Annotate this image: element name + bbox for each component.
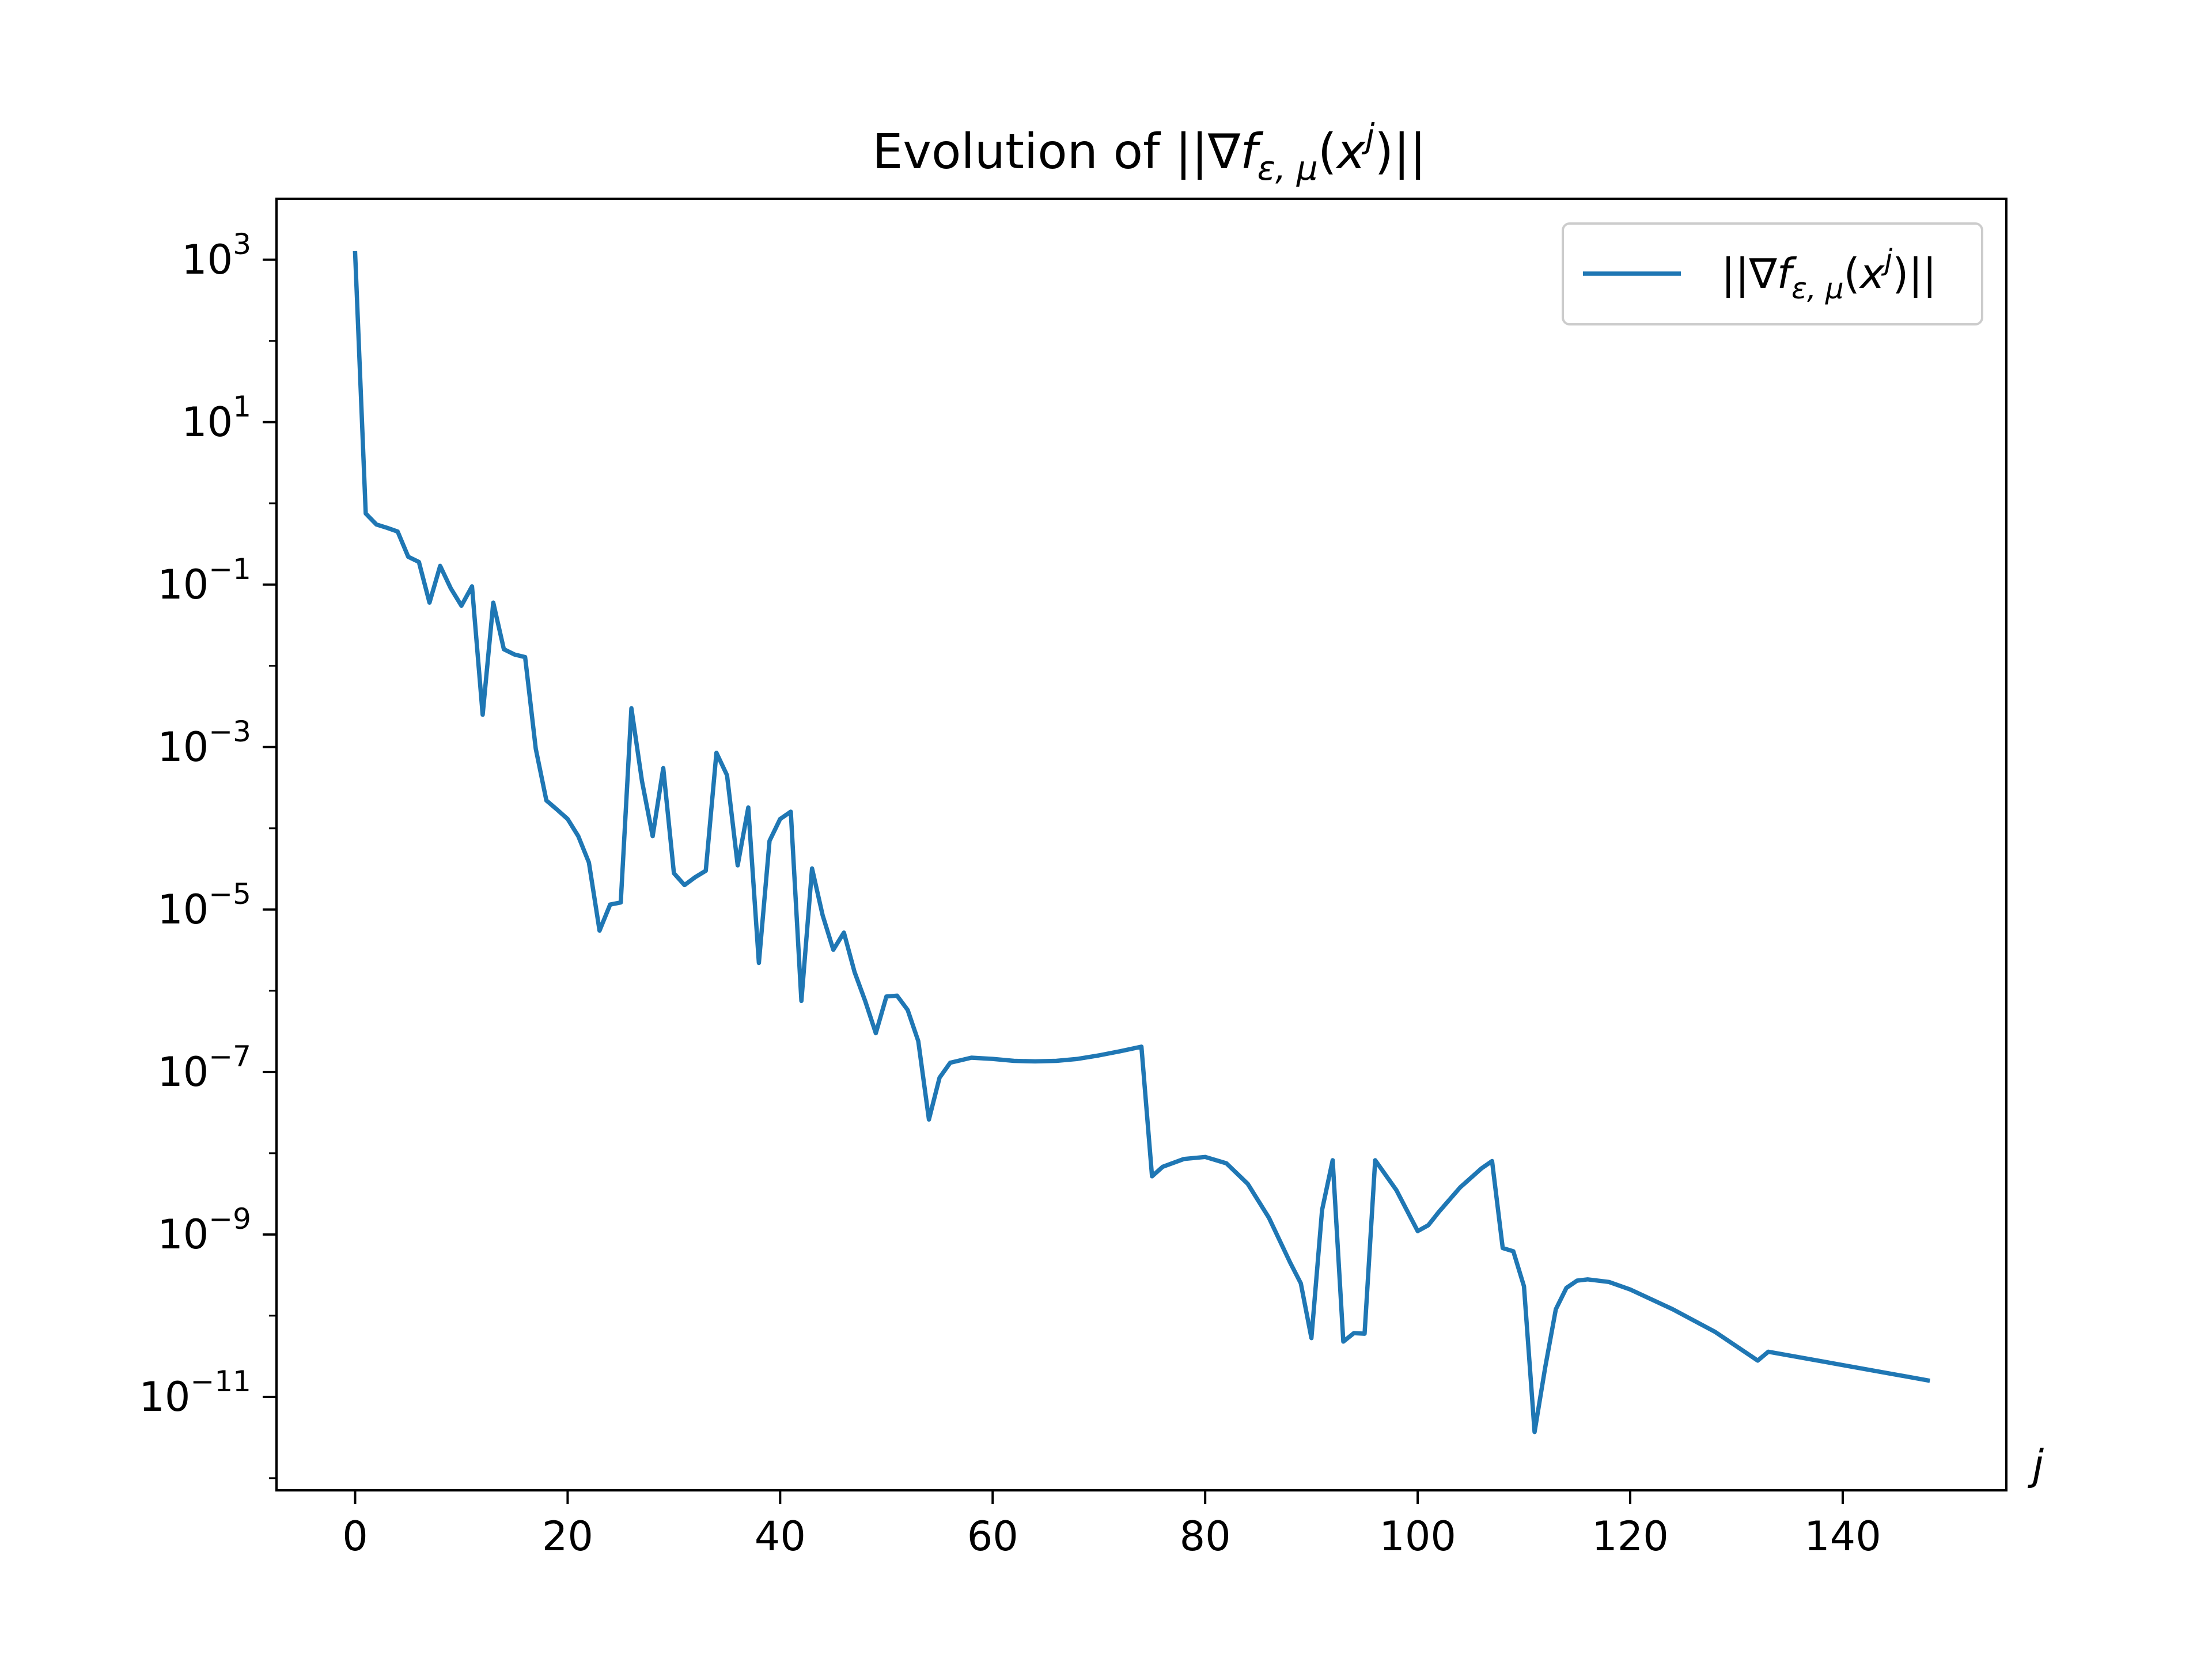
y-tick-label: 10−3 xyxy=(157,715,251,771)
x-tick-label: 80 xyxy=(1180,1513,1231,1560)
plot-area xyxy=(276,199,2006,1490)
y-tick-label: 103 xyxy=(181,228,251,283)
series-line xyxy=(353,251,1930,1434)
axes-frame xyxy=(275,198,2008,1491)
x-tick-label: 120 xyxy=(1592,1513,1669,1560)
chart-title: Evolution of ||∇fε, μ(xj)|| xyxy=(872,116,1426,188)
y-tick-label: 101 xyxy=(181,390,251,446)
y-tick-label: 10−9 xyxy=(157,1202,251,1258)
x-tick-label: 60 xyxy=(967,1513,1018,1560)
x-tick-label: 20 xyxy=(542,1513,593,1560)
y-tick-label: 10−5 xyxy=(157,877,251,933)
x-tick-label: 40 xyxy=(755,1513,806,1560)
y-axis-ticks: 103 101 10−1 10−3 10−5 10−7 10−9 10−11 xyxy=(139,228,276,1479)
y-tick-label: 10−7 xyxy=(157,1040,251,1096)
x-tick-label: 0 xyxy=(342,1513,368,1560)
x-axis-ticks: 0 20 40 60 80 100 120 140 xyxy=(342,1490,1881,1560)
y-tick-label: 10−1 xyxy=(157,552,251,608)
legend-box xyxy=(1562,222,1983,325)
legend-label: ||∇fε, μ(xj)|| xyxy=(1721,243,1937,305)
x-tick-label: 140 xyxy=(1804,1513,1881,1560)
x-tick-label: 100 xyxy=(1379,1513,1456,1560)
legend: ||∇fε, μ(xj)|| xyxy=(1562,222,1983,325)
y-tick-label: 10−11 xyxy=(139,1365,251,1421)
